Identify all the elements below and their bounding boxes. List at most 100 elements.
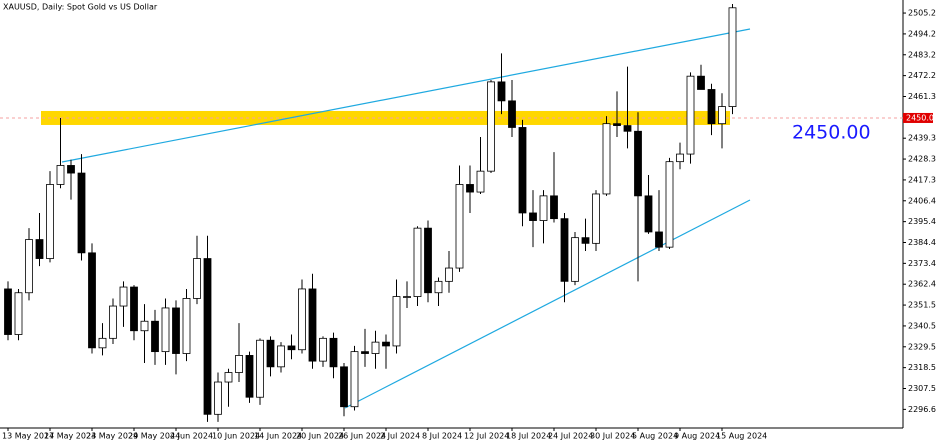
candle-body [686,75,695,155]
candle-body [497,81,506,102]
x-tick-label: 8 Jul 2024 [422,432,462,441]
candle-body [539,195,548,221]
candle-body [277,345,285,368]
candle-body [644,195,653,233]
candle-body [403,296,411,298]
candle-body [529,212,537,221]
candle-body [119,286,128,307]
candle-body [371,341,380,354]
y-tick-label: 2417.39 [908,175,936,184]
candle-body [592,193,600,244]
candle-body [560,218,569,282]
x-tick-label: 26 Jun 2024 [338,432,386,441]
candle-body [161,307,170,353]
y-tick-label: 2329.55 [908,342,936,351]
candle-body [413,227,422,297]
candle-body [518,127,527,214]
candle-body [581,237,590,244]
x-tick-label: 9 Aug 2024 [674,432,720,441]
candle-body [140,320,149,332]
level-label: 2450.00 [792,121,871,143]
candle-body [266,339,275,368]
x-tick-label: 14 Jun 2024 [254,432,302,441]
y-tick-label: 2472.29 [908,71,936,80]
x-tick-label: 13 May 2024 [2,432,54,441]
candle-body [245,355,254,398]
level-axis-label: 2450.00 [906,113,936,122]
candle-body [361,351,369,354]
candle-body [308,288,317,362]
x-tick-label: 24 Jul 2024 [548,432,593,441]
y-tick-label: 2318.57 [908,363,936,372]
x-tick-label: 20 Jun 2024 [296,432,344,441]
upper-trendline [61,28,751,163]
candle-body [665,161,674,248]
y-tick-label: 2494.25 [908,29,936,38]
candle-body [718,106,726,125]
x-tick-label: 29 May 2024 [128,432,180,441]
candle-body [655,231,663,248]
candle-body [287,345,296,351]
x-tick-label: 4 Jun 2024 [170,432,213,441]
x-tick-label: 15 Aug 2024 [716,432,767,441]
y-tick-label: 2384.45 [908,238,936,247]
candle-body [298,288,306,351]
candle-body [707,89,716,125]
candle-body [46,184,54,259]
candle-body [35,239,44,259]
candle-body [550,195,558,220]
x-tick-label: 23 May 2024 [86,432,138,441]
candle-body [193,258,201,299]
candle-body [455,184,464,269]
x-tick-label: 2 Jul 2024 [380,432,420,441]
candle-body [4,288,12,335]
y-tick-label: 2307.59 [908,384,936,393]
candle-body [602,123,611,195]
candle-body [77,172,86,254]
candle-body [151,320,159,353]
candle-body [56,165,65,185]
x-tick-label: 12 Jul 2024 [464,432,509,441]
y-tick-label: 2296.61 [908,405,936,414]
candle-body [508,100,516,128]
y-tick-label: 2483.27 [908,50,936,59]
candle-body [235,355,243,373]
candle-body [98,337,107,349]
y-tick-label: 2395.43 [908,217,936,226]
y-tick-label: 2351.51 [908,301,936,310]
candle-body [109,305,117,339]
candle-body [382,341,390,347]
candle-body [676,153,684,163]
candle-body [350,351,359,408]
candle-body [434,280,443,294]
candle-body [728,7,737,107]
y-tick-label: 2439.35 [908,134,936,143]
candle-body [329,337,338,368]
candle-body [466,184,474,193]
y-tick-label: 2461.31 [908,92,936,101]
candle-body [634,130,642,197]
lower-trendline [344,199,751,409]
candle-body [14,292,23,335]
candle-body [182,298,191,354]
candle-body [67,165,75,174]
chart-title: XAUUSD, Daily: Spot Gold vs US Dollar [3,3,158,12]
x-tick-label: 18 Jul 2024 [506,432,551,441]
candle-body [697,75,705,90]
candle-body [476,170,485,193]
candle-body [88,252,96,349]
y-tick-label: 2340.53 [908,321,936,330]
candle-body [445,267,453,282]
x-tick-label: 10 Jun 2024 [212,432,260,441]
y-tick-label: 2362.49 [908,280,936,289]
candle-body [623,125,632,132]
candle-body [392,296,401,347]
x-tick-label: 5 Aug 2024 [632,432,678,441]
candle-body [424,227,432,294]
candle-body [571,237,579,282]
y-tick-label: 2428.37 [908,155,936,164]
candle-body [487,81,495,172]
x-tick-label: 17 May 2024 [44,432,96,441]
